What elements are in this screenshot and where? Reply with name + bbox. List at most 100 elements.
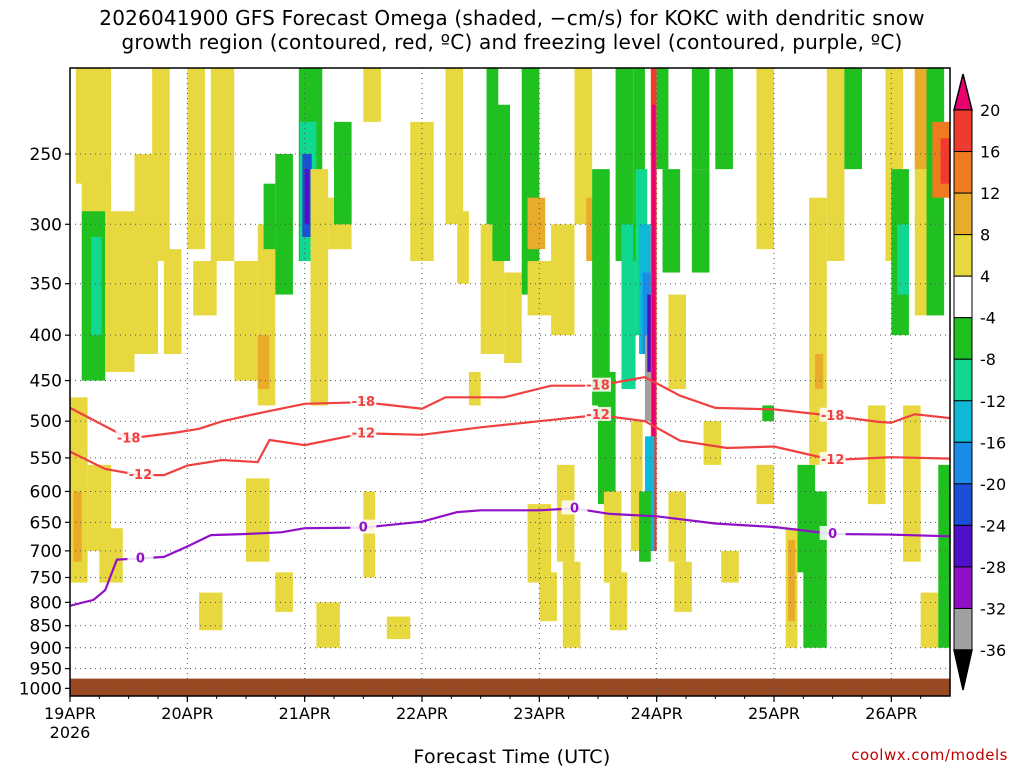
contour-label: 0 <box>828 527 837 542</box>
omega-cell <box>75 68 112 184</box>
colorbar-box <box>953 317 973 360</box>
colorbar-label: -4 <box>980 309 996 328</box>
omega-cell <box>715 68 733 170</box>
omega-cell <box>639 491 651 562</box>
omega-cell <box>246 478 270 562</box>
x-tick-label: 26APR <box>865 704 917 723</box>
contour-label-bg <box>350 519 377 534</box>
omega-cell <box>468 371 481 406</box>
contour-label: 0 <box>359 521 368 536</box>
contour-label: -12 <box>821 453 845 468</box>
omega-cell <box>73 491 82 562</box>
contour-label-bg <box>350 394 377 409</box>
omega-cell <box>809 197 827 465</box>
omega-cell <box>603 491 622 583</box>
omega-cell <box>592 169 610 406</box>
chart-title: 2026041900 GFS Forecast Omega (shaded, −… <box>0 6 1024 54</box>
omega-cell <box>668 491 686 562</box>
omega-cell <box>105 211 135 372</box>
omega-cell <box>691 169 710 273</box>
omega-cell <box>867 405 886 505</box>
omega-cell <box>263 183 276 250</box>
colorbar-box <box>953 566 973 609</box>
colorbar-label: -28 <box>980 558 1006 577</box>
y-tick-label: 650 <box>30 513 62 533</box>
contour-label-bg <box>115 430 142 445</box>
colorbar-box <box>953 400 973 443</box>
omega-cell <box>903 405 921 562</box>
y-tick-label: 800 <box>30 593 62 613</box>
omega-cell <box>721 550 739 583</box>
contour-label-bg <box>127 467 154 482</box>
omega-cell <box>609 572 628 631</box>
y-axis: 2503003504004505005506006507007508008509… <box>19 145 70 699</box>
colorbar-label: 4 <box>980 267 990 286</box>
omega-cell <box>410 121 434 262</box>
omega-cell <box>275 572 293 612</box>
colorbar-box <box>953 109 973 153</box>
y-tick-label: 250 <box>30 145 62 165</box>
colorbar-box <box>953 358 973 402</box>
omega-cell <box>386 616 411 640</box>
x-tick-label: 21APR <box>279 704 331 723</box>
omega-cell <box>457 211 469 284</box>
colorbar-box <box>953 483 973 526</box>
omega-cell <box>257 335 270 390</box>
y-tick-label: 550 <box>30 449 62 469</box>
credit-link[interactable]: coolwx.com/models <box>851 746 1008 764</box>
colorbar-label: -8 <box>980 350 996 369</box>
omega-cell <box>99 528 123 583</box>
contour-label-bg <box>127 550 154 565</box>
contour-label: -12 <box>352 426 376 441</box>
omega-cell <box>914 68 927 170</box>
contour-label: 0 <box>136 552 145 567</box>
omega-cell <box>703 421 722 465</box>
colorbar-box <box>953 524 973 568</box>
ground-surface <box>70 678 950 696</box>
y-tick-label: 850 <box>30 617 62 637</box>
omega-cell <box>316 602 340 648</box>
omega-cell <box>551 224 575 336</box>
omega-cell <box>803 491 827 648</box>
colorbar-label: -24 <box>980 516 1006 535</box>
omega-cell <box>275 154 293 295</box>
omega-cell <box>756 68 774 250</box>
colorbar-box <box>953 192 973 236</box>
omega-cell <box>844 68 862 170</box>
colorbar-box <box>953 441 973 485</box>
omega-cell <box>363 68 381 122</box>
omega-cell <box>815 353 824 390</box>
contour-label: 0 <box>570 501 579 516</box>
colorbar-label: 20 <box>980 101 1000 120</box>
omega-cell <box>521 68 540 295</box>
omega-cell <box>304 169 310 225</box>
omega-cell <box>920 592 939 648</box>
colorbar-label: -32 <box>980 599 1006 618</box>
omega-cell <box>940 138 950 184</box>
omega-cell <box>527 197 546 250</box>
grid <box>69 68 950 696</box>
x-year-label: 2026 <box>50 723 91 742</box>
omega-cell <box>562 561 581 648</box>
omega-cell <box>539 572 557 622</box>
colorbar-box <box>953 151 973 194</box>
x-axis-title: Forecast Time (UTC) <box>413 746 611 768</box>
omega-cell <box>363 491 376 578</box>
y-tick-label: 500 <box>30 412 62 432</box>
contour-label: -12 <box>586 408 610 423</box>
x-tick-label: 23APR <box>513 704 565 723</box>
colorbar-box <box>953 607 973 651</box>
contour-label-bg <box>819 452 846 467</box>
omega-cell <box>187 68 205 250</box>
colorbar: 20 16 12 8 4 -4 -8 -12 -16 -20 -24 -28 -32 -36 <box>953 73 1006 691</box>
omega-cell <box>310 169 329 406</box>
colorbar-bottom-triangle <box>953 649 973 691</box>
y-tick-label: 450 <box>30 372 62 392</box>
x-tick-label: 24APR <box>631 704 683 723</box>
colorbar-top-triangle <box>953 73 973 111</box>
contour-line-1 <box>70 413 950 477</box>
colorbar-label: 16 <box>980 143 1000 162</box>
contour-label-bg <box>585 377 611 392</box>
y-tick-label: 950 <box>30 660 62 680</box>
colorbar-label: -12 <box>980 392 1006 411</box>
